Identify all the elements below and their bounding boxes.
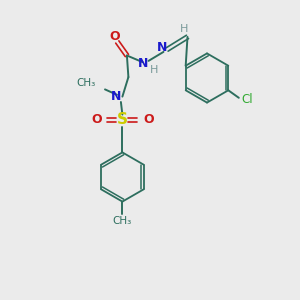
Text: H: H — [150, 65, 158, 76]
Text: S: S — [117, 112, 128, 128]
Text: N: N — [157, 41, 167, 55]
Text: N: N — [138, 57, 148, 70]
Text: H: H — [180, 23, 188, 34]
Text: CH₃: CH₃ — [76, 78, 95, 88]
Text: O: O — [91, 113, 102, 127]
Text: O: O — [110, 30, 120, 43]
Text: O: O — [143, 113, 154, 127]
Text: CH₃: CH₃ — [113, 216, 132, 226]
Text: N: N — [111, 90, 121, 103]
Text: Cl: Cl — [241, 93, 253, 106]
